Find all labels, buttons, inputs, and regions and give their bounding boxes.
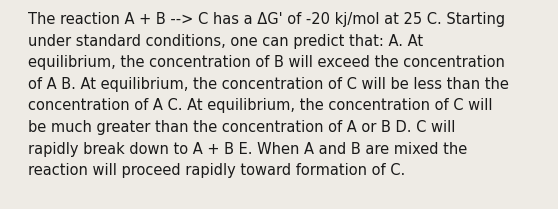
Text: The reaction A + B --> C has a ΔG' of -20 kj/mol at 25 C. Starting
under standar: The reaction A + B --> C has a ΔG' of -2… (28, 12, 509, 178)
